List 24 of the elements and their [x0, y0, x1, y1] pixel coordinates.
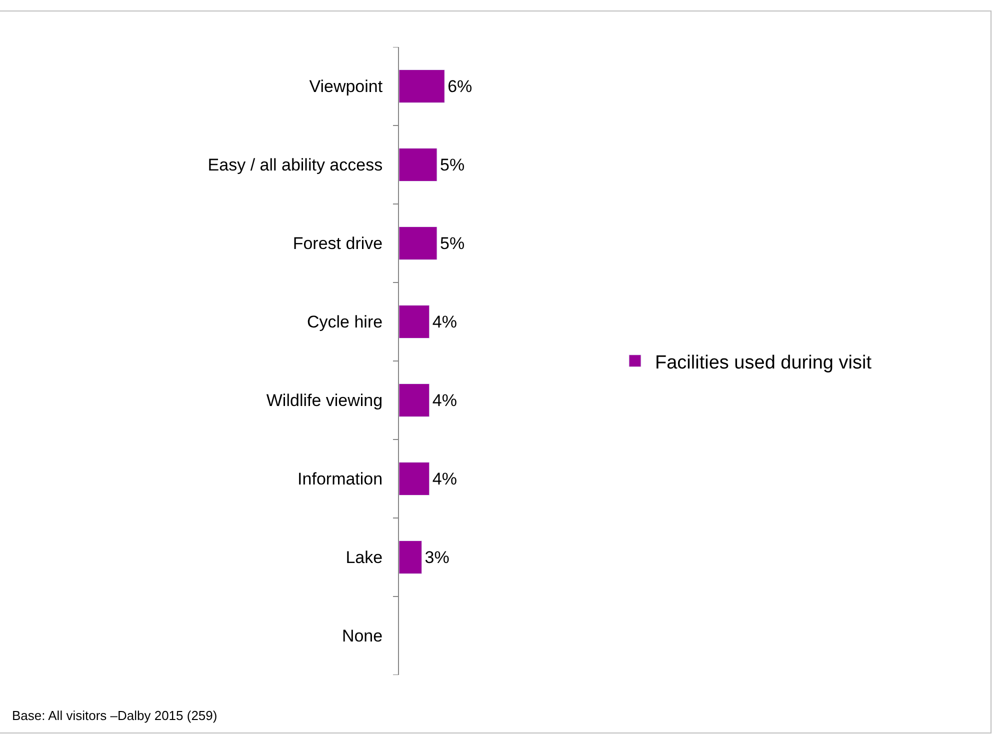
data-label: 4% — [432, 390, 457, 410]
bar — [399, 70, 445, 103]
bar — [399, 540, 422, 574]
y-tick-label: Cycle hire — [307, 312, 383, 332]
bar — [399, 462, 430, 496]
y-tick-label: Forest drive — [292, 234, 383, 254]
y-tick-label: Easy / all ability access — [208, 156, 383, 175]
y-tick-label: Wildlife viewing — [266, 391, 383, 410]
bar — [399, 148, 438, 182]
y-tick-label: Lake — [346, 548, 383, 568]
data-label: 4% — [432, 312, 457, 332]
data-label: 5% — [440, 234, 465, 253]
text: Base: All visitors –Dalby 2015 (259) — [12, 708, 218, 723]
y-tick-label: Information — [298, 470, 383, 489]
bar — [399, 384, 430, 417]
data-label: 5% — [440, 155, 465, 174]
data-label: 4% — [432, 469, 457, 488]
data-label: 6% — [448, 76, 472, 96]
bar — [399, 226, 438, 260]
y-tick-label: Viewpoint — [309, 77, 383, 96]
bar — [399, 305, 430, 338]
y-tick-label: None — [342, 626, 383, 646]
data-label: 3% — [424, 548, 450, 567]
legend-label: Facilities used during visit — [655, 352, 872, 374]
